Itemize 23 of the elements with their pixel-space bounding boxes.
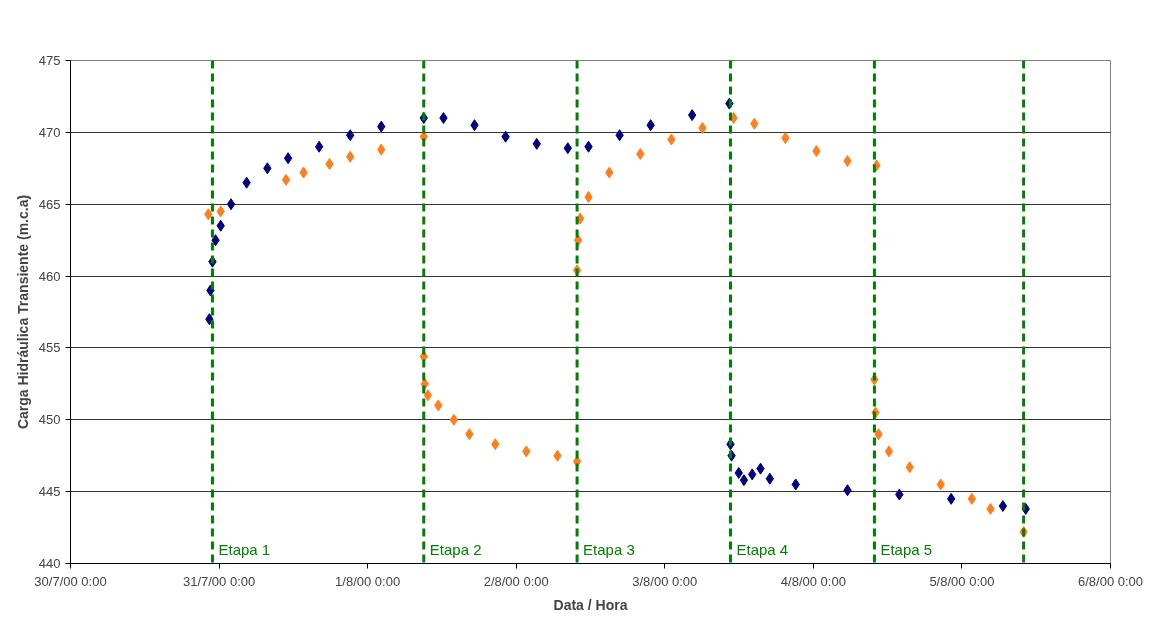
x-tick-label: 2/8/00 0:00 [483,573,549,589]
x-tick-label: 3/8/00 0:00 [632,573,698,589]
y-tick-label: 445 [38,484,61,500]
x-axis-title: Data / Hora [553,596,628,613]
y-tick-label: 450 [38,412,61,428]
x-tick-label: 31/7/00 0:00 [182,573,256,589]
ref-line-label: Etapa 3 [583,540,635,558]
y-tick-label: 470 [38,124,61,140]
y-tick-label: 475 [38,53,61,68]
x-tick-label: 6/8/00 0:00 [1077,573,1144,589]
y-tick-label: 440 [38,556,61,571]
x-tick-label: 4/8/00 0:00 [780,573,846,589]
x-tick-label: 5/8/00 0:00 [929,573,995,589]
ref-line-label: Etapa 5 [880,540,933,558]
y-tick-label: 460 [38,268,61,284]
x-tick-label: 1/8/00 0:00 [335,573,401,589]
y-axis-title: Carga Hidráulica Transiente (m.c.a) [14,194,31,430]
ref-line-label: Etapa 2 [429,540,482,558]
y-tick-label: 455 [38,340,61,356]
y-tick-label: 465 [38,196,61,212]
x-tick-label: 30/7/00 0:00 [34,573,107,589]
ref-line-label: Etapa 4 [736,540,789,558]
ref-line-label: Etapa 1 [218,540,271,558]
